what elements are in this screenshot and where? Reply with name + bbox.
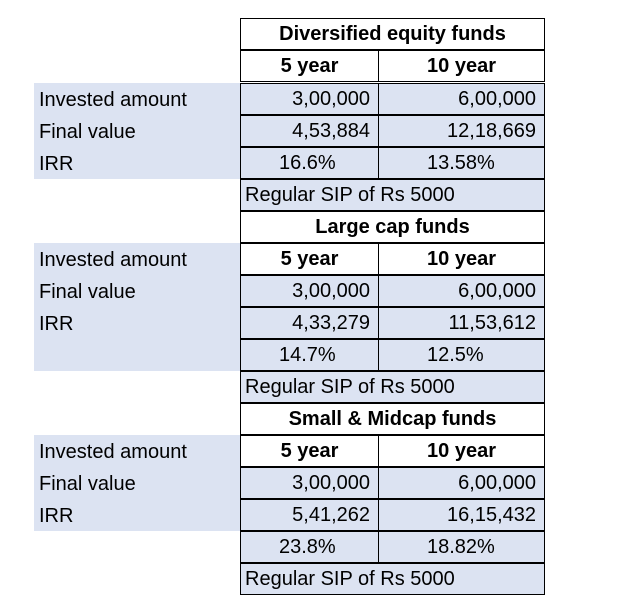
table-cell: 6,00,000 — [378, 83, 545, 115]
row-label-invested-amount: Invested amount — [34, 243, 240, 275]
header-10-year: 10 year — [378, 435, 545, 467]
table-cell: 6,00,000 — [378, 467, 545, 499]
row-label-spacer — [34, 531, 240, 533]
header-5-year: 5 year — [240, 435, 379, 467]
table-cell: 16.6% — [240, 147, 379, 179]
table-cell: 12,18,669 — [378, 115, 545, 147]
row-label-final-value: Final value — [34, 467, 240, 499]
row-label-invested-amount: Invested amount — [34, 83, 240, 115]
table-cell: 3,00,000 — [240, 83, 379, 115]
row-label-invested-amount: Invested amount — [34, 435, 240, 467]
sip-note: Regular SIP of Rs 5000 — [240, 563, 545, 595]
row-label-spacer — [34, 339, 240, 371]
sip-note: Regular SIP of Rs 5000 — [240, 371, 545, 403]
sip-note: Regular SIP of Rs 5000 — [240, 179, 545, 211]
table-cell: 16,15,432 — [378, 499, 545, 531]
row-label-final-value: Final value — [34, 275, 240, 307]
section-title-diversified: Diversified equity funds — [240, 18, 545, 50]
header-10-year: 10 year — [378, 243, 545, 275]
row-label-final-value: Final value — [34, 115, 240, 147]
table-cell: 11,53,612 — [378, 307, 545, 339]
table-cell: 4,53,884 — [240, 115, 379, 147]
table-cell: 5,41,262 — [240, 499, 379, 531]
header-10-year: 10 year — [378, 50, 545, 82]
row-label-irr: IRR — [34, 307, 240, 339]
row-label-irr: IRR — [34, 499, 240, 531]
table-cell: 6,00,000 — [378, 275, 545, 307]
section-title-small-midcap: Small & Midcap funds — [240, 403, 545, 435]
table-cell: 4,33,279 — [240, 307, 379, 339]
table-cell: 14.7% — [240, 339, 379, 371]
table-cell: 3,00,000 — [240, 467, 379, 499]
table-cell: 3,00,000 — [240, 275, 379, 307]
table-cell: 23.8% — [240, 531, 379, 563]
row-label-irr: IRR — [34, 147, 240, 179]
table-cell: 13.58% — [378, 147, 545, 179]
header-5-year: 5 year — [240, 50, 379, 82]
header-5-year: 5 year — [240, 243, 379, 275]
table-cell: 12.5% — [378, 339, 545, 371]
section-title-large-cap: Large cap funds — [240, 211, 545, 243]
table-cell: 18.82% — [378, 531, 545, 563]
